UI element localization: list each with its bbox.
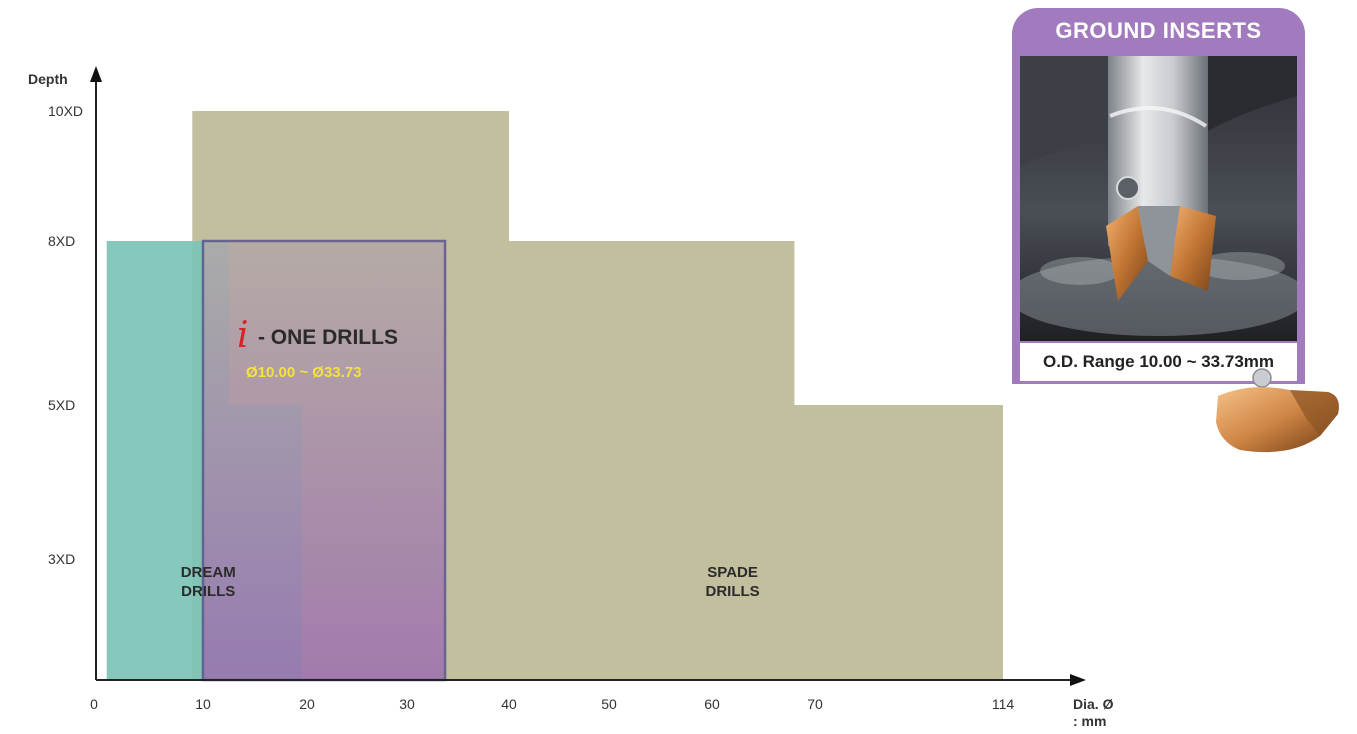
ground-inserts-panel: GROUND INSERTS bbox=[1012, 8, 1305, 384]
x-axis-label: Dia. Ø bbox=[1073, 696, 1114, 712]
y-tick-label: 10XD bbox=[48, 103, 83, 119]
i-one-drills-range: Ø10.00 ~ Ø33.73 bbox=[246, 364, 362, 381]
x-axis-arrow bbox=[1070, 674, 1086, 686]
i-one-drills-area bbox=[201, 239, 447, 682]
x-axis-unit: : mm bbox=[1073, 713, 1106, 729]
x-tick-label: 20 bbox=[299, 696, 315, 712]
drill-photo bbox=[1020, 56, 1297, 341]
x-tick-label: 50 bbox=[601, 696, 617, 712]
x-tick-label: 10 bbox=[195, 696, 211, 712]
y-tick-label: 5XD bbox=[48, 397, 75, 413]
i-logo: i bbox=[237, 315, 249, 356]
x-tick-label: 0 bbox=[90, 696, 98, 712]
y-tick-label: 3XD bbox=[48, 551, 75, 567]
x-tick-label: 60 bbox=[704, 696, 720, 712]
od-range-caption: O.D. Range 10.00 ~ 33.73mm bbox=[1020, 343, 1297, 381]
x-tick-label: 114 bbox=[992, 696, 1015, 712]
y-tick-label: 8XD bbox=[48, 233, 75, 249]
region-label-line: DRILLS bbox=[181, 583, 235, 600]
x-tick-label: 70 bbox=[807, 696, 823, 712]
region-label-line: SPADE bbox=[707, 564, 758, 581]
x-tick-label: 30 bbox=[399, 696, 415, 712]
i-one-drills-title: i - ONE DRILLS bbox=[237, 315, 398, 356]
y-axis-arrow bbox=[90, 66, 102, 82]
i-one-drills-title-text: - ONE DRILLS bbox=[258, 326, 398, 349]
ground-inserts-title: GROUND INSERTS bbox=[1055, 18, 1262, 43]
x-tick-label: 40 bbox=[501, 696, 517, 712]
spade-drills-label: SPADE DRILLS bbox=[706, 564, 760, 600]
region-label-line: DRILLS bbox=[706, 583, 760, 600]
insert-illustration bbox=[1216, 368, 1339, 453]
y-axis-label: Depth bbox=[28, 71, 68, 87]
dream-drills-label: DREAM DRILLS bbox=[181, 564, 236, 600]
region-label-line: DREAM bbox=[181, 564, 236, 581]
